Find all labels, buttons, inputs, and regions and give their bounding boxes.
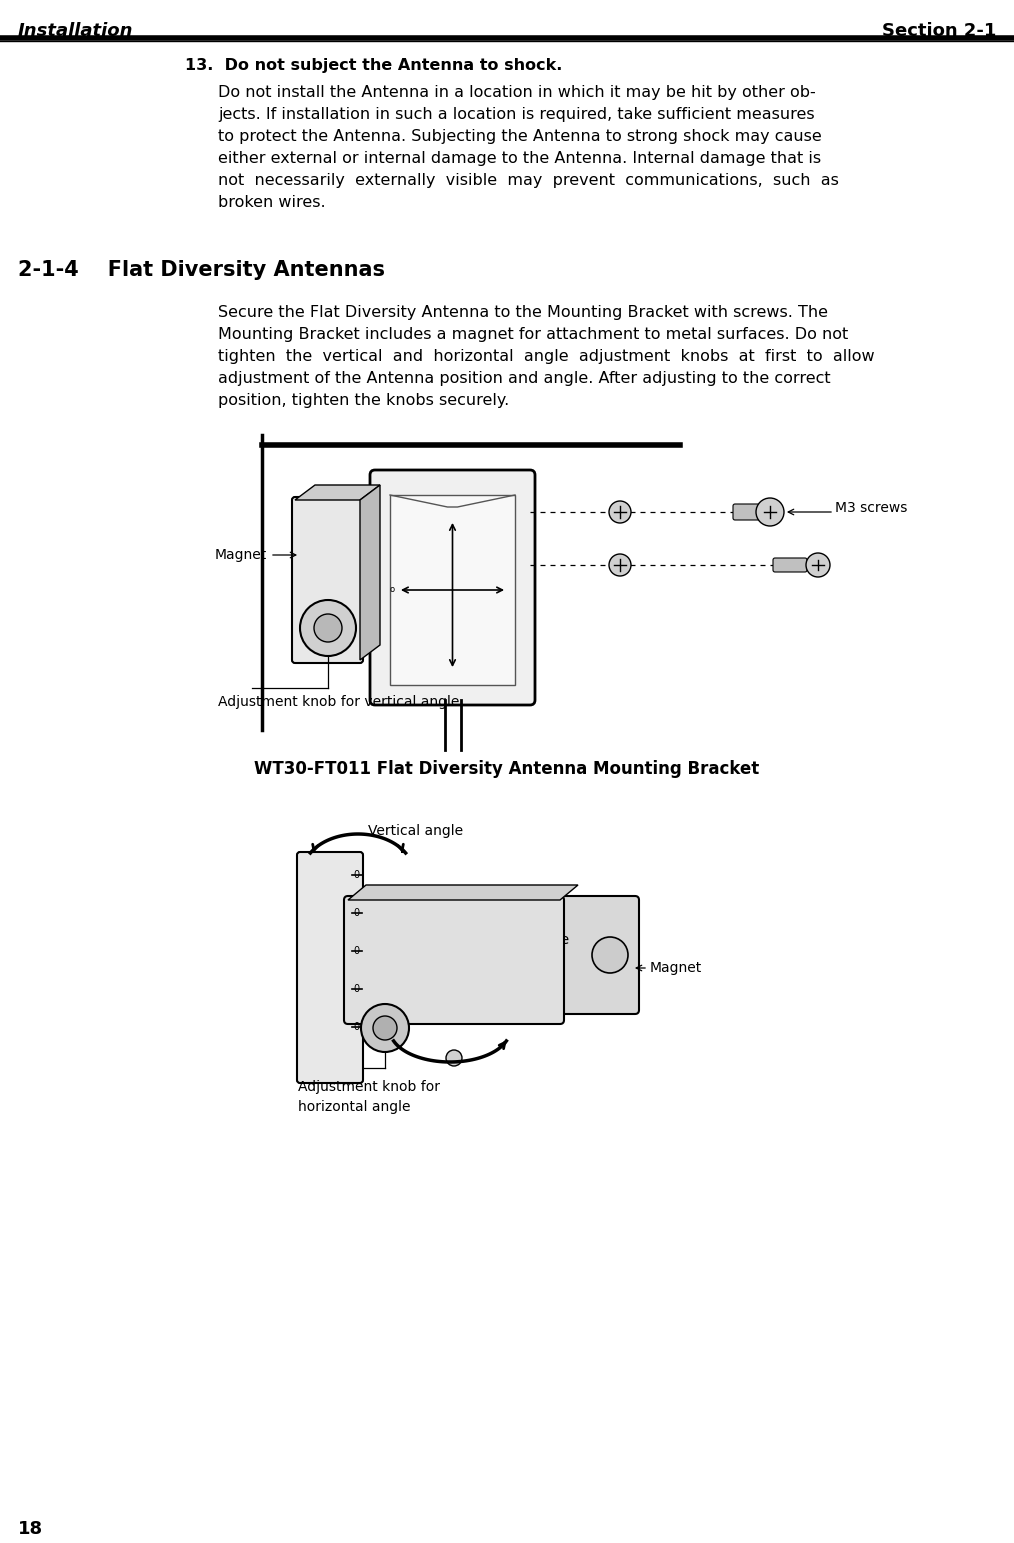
Text: Vertical angle: Vertical angle: [368, 824, 463, 838]
FancyBboxPatch shape: [733, 505, 767, 520]
Circle shape: [609, 554, 631, 576]
FancyBboxPatch shape: [773, 559, 807, 572]
Text: Adjustment knob for
horizontal angle: Adjustment knob for horizontal angle: [298, 1080, 440, 1114]
Text: Section 2-1: Section 2-1: [881, 22, 996, 40]
Text: tighten  the  vertical  and  horizontal  angle  adjustment  knobs  at  first  to: tighten the vertical and horizontal angl…: [218, 349, 875, 364]
Text: Secure the Flat Diversity Antenna to the Mounting Bracket with screws. The: Secure the Flat Diversity Antenna to the…: [218, 306, 828, 319]
Text: Mounting Bracket includes a magnet for attachment to metal surfaces. Do not: Mounting Bracket includes a magnet for a…: [218, 327, 849, 343]
Circle shape: [806, 552, 830, 577]
Circle shape: [609, 501, 631, 523]
Text: o: o: [389, 585, 394, 594]
Text: Do not install the Antenna in a location in which it may be hit by other ob-: Do not install the Antenna in a location…: [218, 85, 815, 100]
FancyBboxPatch shape: [344, 896, 564, 1025]
Text: Magnet: Magnet: [215, 548, 268, 562]
Text: WT30-FT011 Flat Diversity Antenna Mounting Bracket: WT30-FT011 Flat Diversity Antenna Mounti…: [255, 761, 759, 778]
Bar: [390, 495, 515, 685]
Text: 0: 0: [353, 1021, 359, 1032]
Circle shape: [592, 937, 628, 974]
Text: position, tighten the knobs securely.: position, tighten the knobs securely.: [218, 393, 509, 407]
Text: M3 screws: M3 screws: [835, 501, 908, 515]
Polygon shape: [360, 485, 380, 660]
Text: 2-1-4    Flat Diversity Antennas: 2-1-4 Flat Diversity Antennas: [18, 261, 385, 279]
Circle shape: [446, 1049, 462, 1066]
FancyBboxPatch shape: [292, 497, 363, 663]
Text: 0: 0: [353, 870, 359, 880]
Polygon shape: [348, 886, 578, 900]
FancyBboxPatch shape: [370, 471, 535, 705]
Circle shape: [300, 600, 356, 656]
Text: adjustment of the Antenna position and angle. After adjusting to the correct: adjustment of the Antenna position and a…: [218, 370, 830, 386]
Text: Installation: Installation: [18, 22, 134, 40]
FancyBboxPatch shape: [556, 896, 639, 1014]
Circle shape: [373, 1015, 397, 1040]
FancyBboxPatch shape: [297, 852, 363, 1083]
Circle shape: [314, 614, 342, 642]
Text: broken wires.: broken wires.: [218, 194, 325, 210]
Text: 13.  Do not subject the Antenna to shock.: 13. Do not subject the Antenna to shock.: [185, 59, 563, 73]
Text: jects. If installation in such a location is required, take sufficient measures: jects. If installation in such a locatio…: [218, 106, 814, 122]
Text: Horizontal angle: Horizontal angle: [455, 934, 569, 947]
Text: to protect the Antenna. Subjecting the Antenna to strong shock may cause: to protect the Antenna. Subjecting the A…: [218, 130, 821, 143]
Text: Magnet: Magnet: [650, 961, 703, 975]
Text: not  necessarily  externally  visible  may  prevent  communications,  such  as: not necessarily externally visible may p…: [218, 173, 839, 188]
Text: either external or internal damage to the Antenna. Internal damage that is: either external or internal damage to th…: [218, 151, 821, 167]
Text: 18: 18: [18, 1520, 44, 1538]
Circle shape: [756, 498, 784, 526]
Text: 0: 0: [353, 984, 359, 994]
Circle shape: [361, 1004, 409, 1052]
Text: Adjustment knob for vertical angle: Adjustment knob for vertical angle: [218, 694, 459, 708]
Text: 0: 0: [353, 946, 359, 957]
Text: 0: 0: [353, 907, 359, 918]
Polygon shape: [295, 485, 380, 500]
